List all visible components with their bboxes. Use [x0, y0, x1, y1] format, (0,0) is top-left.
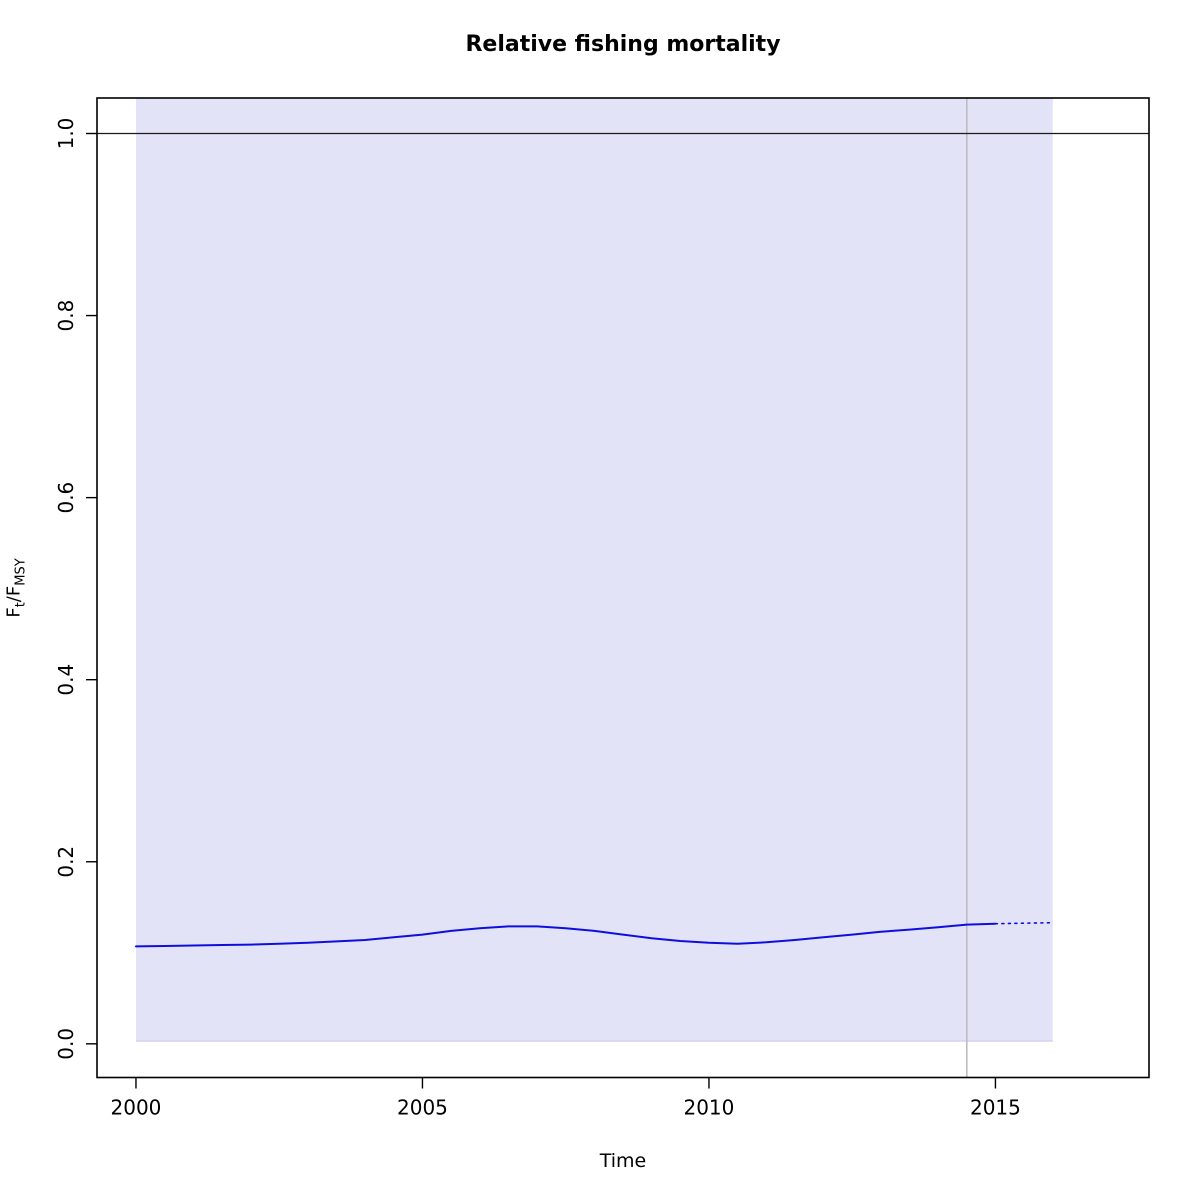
plot-border [96, 97, 1150, 1079]
confidence-band [135, 98, 1053, 1042]
f-forecast-line [994, 921, 1054, 925]
y-axis-title-slash: / [3, 596, 25, 603]
y-axis-tick-label: 0.4 [54, 664, 78, 696]
x-axis-tick-label: 2010 [683, 1096, 734, 1120]
x-axis-title: Time [599, 1150, 647, 1172]
chart-title: Relative fishing mortality [465, 32, 781, 57]
y-axis-title-f2: F [3, 585, 25, 597]
y-axis-tick-label: 0.0 [54, 1028, 78, 1060]
y-axis-title-sub2: MSY [13, 558, 29, 586]
y-axis-tick-label: 0.6 [54, 482, 78, 514]
y-axis-title-f1: F [3, 607, 25, 618]
x-axis-tick-label: 2015 [970, 1096, 1021, 1120]
y-axis-tick-label: 0.8 [54, 300, 78, 332]
y-axis-title-sub1: t [13, 602, 29, 608]
y-axis-tick-label: 0.2 [54, 846, 78, 878]
x-axis-tick-label: 2000 [111, 1096, 162, 1120]
x-axis-tick-label: 2005 [397, 1096, 448, 1120]
y-axis-tick-label: 1.0 [54, 118, 78, 150]
y-axis-title: Ft/FMSY [4, 558, 29, 617]
f-estimate-line [135, 922, 997, 948]
